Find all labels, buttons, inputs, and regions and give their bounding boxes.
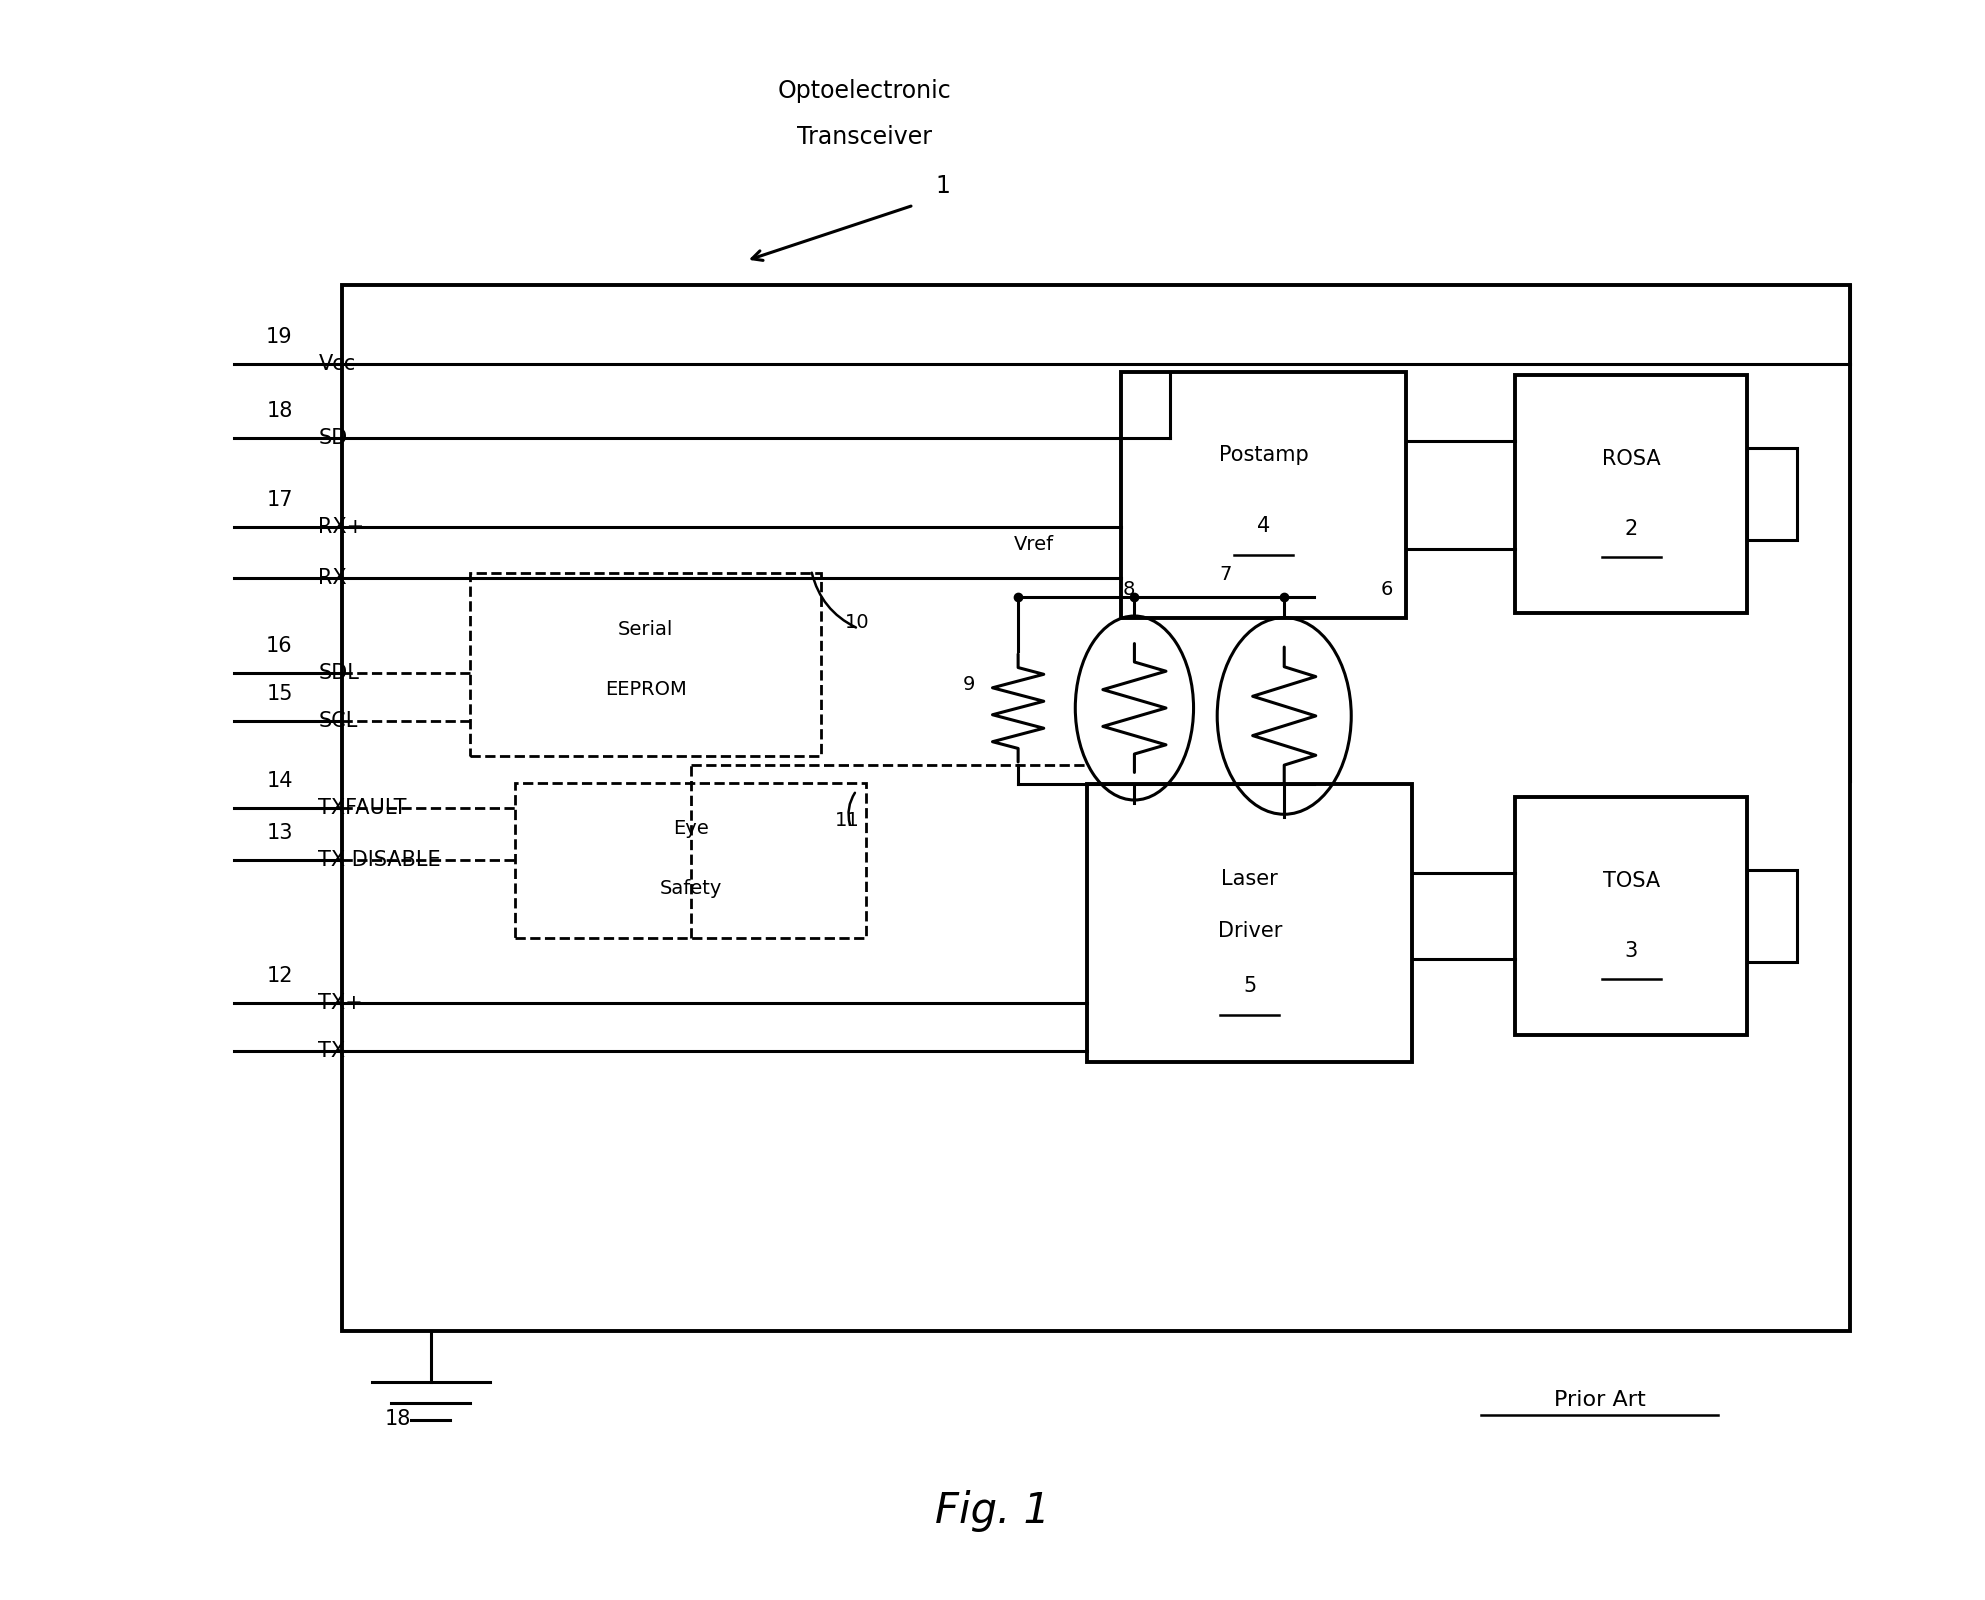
Text: 2: 2 xyxy=(1624,518,1638,539)
Text: ROSA: ROSA xyxy=(1602,450,1659,469)
FancyBboxPatch shape xyxy=(1515,374,1747,613)
Text: 16: 16 xyxy=(266,637,292,656)
FancyBboxPatch shape xyxy=(1088,784,1413,1062)
Text: SDL: SDL xyxy=(318,662,359,683)
Text: 17: 17 xyxy=(266,490,292,510)
FancyBboxPatch shape xyxy=(341,285,1850,1331)
Text: 5: 5 xyxy=(1243,976,1257,997)
Text: Driver: Driver xyxy=(1217,922,1282,941)
Text: 7: 7 xyxy=(1219,565,1231,584)
Text: SD: SD xyxy=(318,429,347,448)
FancyBboxPatch shape xyxy=(1122,371,1407,618)
Text: 19: 19 xyxy=(266,326,292,347)
Text: Vref: Vref xyxy=(1014,534,1054,554)
Text: 14: 14 xyxy=(266,771,292,790)
Text: 18: 18 xyxy=(385,1408,411,1429)
FancyBboxPatch shape xyxy=(516,782,865,938)
Text: TXFAULT: TXFAULT xyxy=(318,798,407,818)
Text: EEPROM: EEPROM xyxy=(605,680,687,699)
Text: Transceiver: Transceiver xyxy=(796,125,931,149)
Text: TX DISABLE: TX DISABLE xyxy=(318,850,441,870)
FancyBboxPatch shape xyxy=(470,573,822,755)
FancyBboxPatch shape xyxy=(1747,448,1796,539)
Text: Fig. 1: Fig. 1 xyxy=(935,1490,1050,1531)
Text: RX+: RX+ xyxy=(318,517,365,538)
FancyBboxPatch shape xyxy=(1515,797,1747,1035)
Text: RX-: RX- xyxy=(318,568,353,587)
Text: 13: 13 xyxy=(266,824,292,843)
Text: TX-: TX- xyxy=(318,1040,351,1061)
Text: 15: 15 xyxy=(266,683,292,704)
Text: SCL: SCL xyxy=(318,710,357,731)
Text: 6: 6 xyxy=(1380,579,1393,598)
FancyBboxPatch shape xyxy=(1747,870,1796,962)
Text: 1: 1 xyxy=(935,174,951,198)
Text: Postamp: Postamp xyxy=(1219,445,1308,466)
Text: 9: 9 xyxy=(963,675,975,694)
Text: 18: 18 xyxy=(266,402,292,421)
Text: 4: 4 xyxy=(1257,517,1270,536)
Text: 10: 10 xyxy=(846,613,869,632)
Text: Serial: Serial xyxy=(617,619,673,638)
Text: Laser: Laser xyxy=(1221,869,1278,888)
Text: Vcc: Vcc xyxy=(318,354,355,374)
Text: Eye: Eye xyxy=(673,819,709,838)
Text: 8: 8 xyxy=(1122,579,1135,598)
Text: 12: 12 xyxy=(266,966,292,986)
Text: 11: 11 xyxy=(836,811,860,830)
Text: Prior Art: Prior Art xyxy=(1554,1389,1646,1410)
Text: Optoelectronic: Optoelectronic xyxy=(778,78,951,102)
Text: Safety: Safety xyxy=(659,880,723,898)
Text: 3: 3 xyxy=(1624,941,1638,960)
Text: TOSA: TOSA xyxy=(1602,870,1659,891)
Text: TX+: TX+ xyxy=(318,994,363,1013)
